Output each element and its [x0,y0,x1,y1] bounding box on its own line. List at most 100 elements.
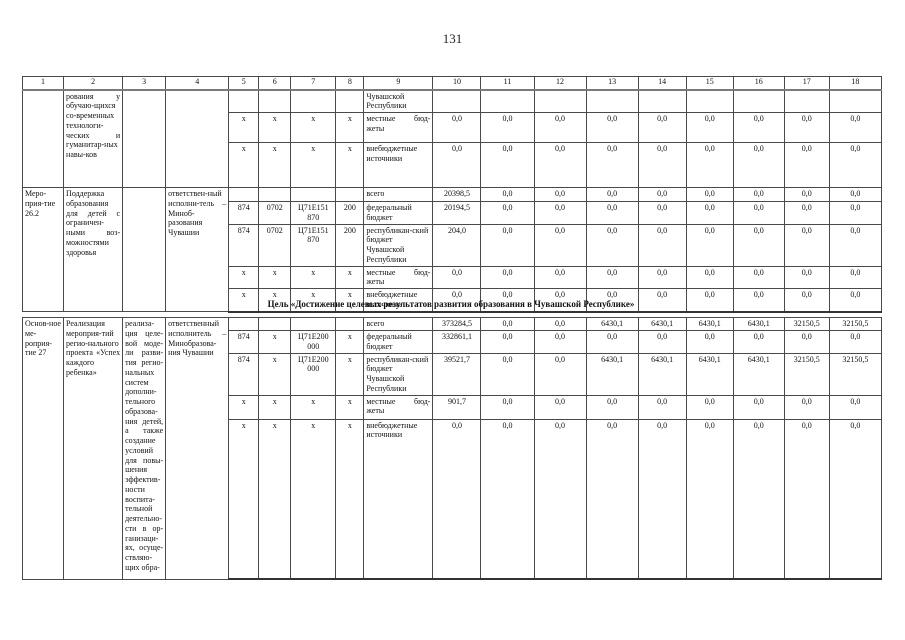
value-cell: 0,0 [828,187,883,202]
value-cell: х [228,394,260,420]
value-cell: 0,0 [432,142,482,188]
value-cell: 901,7 [432,394,482,420]
column-header: 10 [432,76,482,91]
value-cell: 6430,1 [637,352,687,396]
value-cell: 0,0 [732,201,785,225]
value-cell: х [258,394,292,420]
column-header: 8 [335,76,365,91]
value-cell: 0,0 [828,223,883,267]
value-cell: 0,0 [585,187,639,202]
value-cell: 0,0 [732,330,785,354]
value-cell: х [258,265,292,289]
value-cell: 0,0 [480,265,535,289]
value-cell: 332861,1 [432,330,482,354]
value-cell: 0,0 [828,112,883,143]
budget-type-cell: всего [363,317,434,331]
value-cell: 0,0 [732,418,785,580]
value-cell: 0,0 [685,330,734,354]
column-header: 2 [63,76,124,91]
value-cell [228,187,260,202]
value-cell: 32150,5 [783,317,830,331]
value-cell: 0,0 [533,265,587,289]
value-cell: 0,0 [783,265,830,289]
column-header: 5 [228,76,260,91]
table-row: 874 х Ц71Е200 000 х республикан-ский бюджет … [23,352,883,396]
value-cell: 6430,1 [585,352,639,396]
value-cell: х [290,112,337,143]
column-header: 14 [637,76,687,91]
value-cell: 0702 [258,201,292,225]
value-cell: 6430,1 [685,352,734,396]
value-cell: 6430,1 [637,317,687,331]
budget-type-cell: всего [363,187,434,202]
value-cell: 0,0 [480,201,535,225]
value-cell: х [228,112,260,143]
value-cell: х [290,288,337,313]
value-cell: х [290,265,337,289]
column-header: 12 [533,76,587,91]
value-cell: 0,0 [480,288,535,313]
value-cell: х [228,142,260,188]
value-cell [228,89,260,113]
value-cell: х [335,418,365,580]
value-cell: 0,0 [533,317,587,331]
task-cell: реализа-ция целе-вой моде-ли разви-тия р… [122,317,167,580]
measure-name-cell: Реализация мероприя-тий регио-нального п… [63,317,124,580]
value-cell: 0,0 [533,223,587,267]
value-cell: 0,0 [732,288,785,313]
value-cell: 0,0 [533,201,587,225]
value-cell: 0,0 [585,394,639,420]
value-cell: 0,0 [828,394,883,420]
value-cell [685,89,734,113]
value-cell [480,89,535,113]
value-cell: 0,0 [432,288,482,313]
budget-type-cell: местные бюд-жеты [363,265,434,289]
value-cell: 39521,7 [432,352,482,396]
value-cell: 0,0 [637,330,687,354]
value-cell: 0,0 [685,112,734,143]
value-cell: 0,0 [828,418,883,580]
value-cell: 0,0 [732,112,785,143]
value-cell [637,89,687,113]
value-cell: х [335,288,365,313]
column-header: 18 [828,76,883,91]
measure-id-cell: Меро-прия-тие 26.2 [21,187,65,312]
column-header: 16 [732,76,785,91]
value-cell [585,89,639,113]
value-cell: 0,0 [637,265,687,289]
value-cell: 0,0 [533,142,587,188]
value-cell: х [335,142,365,188]
value-cell: 200 [335,223,365,267]
table-row: Основ-ное ме-роприя-тие 27 Реализация ме… [21,317,883,580]
executor-cell: ответственный исполнитель – Минобразова-… [165,317,230,580]
table-row: рования у обучаю-щихся со-временных техн… [21,89,883,188]
budget-table-top: 1 2 3 4 5 6 7 8 9 10 11 12 13 14 15 16 17 18 рования у об… [21,76,883,313]
value-cell [335,89,365,113]
value-cell [335,317,365,331]
value-cell: 0,0 [533,330,587,354]
column-header: 17 [783,76,830,91]
value-cell: 0,0 [637,112,687,143]
value-cell: 0,0 [533,112,587,143]
budget-type-cell: федеральный бюджет [363,201,434,225]
value-cell: 0,0 [585,223,639,267]
value-cell [783,89,830,113]
budget-type-cell: внебюджетные источники [363,142,434,188]
value-cell: х [258,352,292,396]
value-cell: х [335,352,365,396]
budget-type-cell: местные бюд-жеты [363,394,434,420]
value-cell: 0,0 [637,394,687,420]
task-cell [122,89,167,188]
value-cell: 20194,5 [432,201,482,225]
value-cell: х [335,330,365,354]
value-cell: 0,0 [637,223,687,267]
value-cell: 0,0 [533,352,587,396]
value-cell: 6430,1 [732,352,785,396]
value-cell: х [228,265,260,289]
value-cell: 0,0 [828,142,883,188]
value-cell [290,317,337,331]
value-cell: Ц71Е200 000 [290,352,337,396]
table-row: Меро-прия-тие 26.2 Поддержка образования… [21,187,883,312]
value-cell: 0,0 [685,187,734,202]
value-cell: 0,0 [783,187,830,202]
